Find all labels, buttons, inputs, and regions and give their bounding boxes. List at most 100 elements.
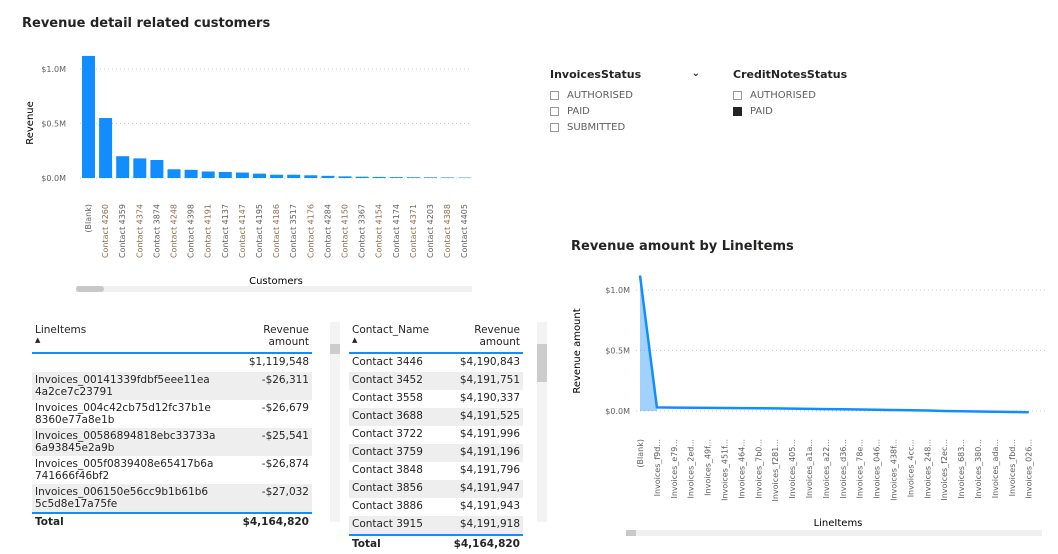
cell: $4,190,843 — [432, 353, 523, 372]
x-tick-label: Contact 4398 — [187, 204, 196, 258]
table-row[interactable]: Invoices_004c42cb75d12fc37b1e 8360e77a8e… — [32, 400, 312, 428]
x-tick-label: Contact 4137 — [221, 204, 230, 258]
x-tick-label: Invoices_464... — [737, 439, 746, 499]
checkbox[interactable] — [550, 91, 559, 100]
table-row[interactable]: Invoices_00141339fdbf5eee11ea 4a2ce7c237… — [32, 372, 312, 400]
table-row[interactable]: Contact 3856$4,191,947 — [349, 480, 523, 498]
cell: $4,191,196 — [432, 444, 523, 462]
x-tick-label: Invoices_2ed... — [687, 439, 696, 499]
table-row[interactable]: Contact 3452$4,191,751 — [349, 372, 523, 390]
option-label: PAID — [750, 106, 773, 117]
slicer-option[interactable]: AUTHORISED — [550, 87, 700, 103]
bar — [116, 156, 129, 178]
header-label: Contact_Name — [352, 324, 429, 336]
cell: Contact 3856 — [349, 480, 432, 498]
x-tick-label: Contact 3874 — [152, 204, 161, 258]
bar — [424, 177, 437, 178]
x-tick-label: Invoices_405... — [788, 439, 797, 499]
bar — [236, 173, 249, 178]
scrollbar-thumb[interactable] — [626, 530, 636, 536]
cell: Contact 3558 — [349, 390, 432, 408]
x-tick-label: Contact 4186 — [272, 204, 281, 258]
chart2-scrollbar[interactable] — [626, 530, 1042, 536]
x-tick-label: Invoices_683... — [957, 439, 966, 499]
cell: Contact 3446 — [349, 353, 432, 372]
bar — [168, 169, 181, 178]
table2-scrollbar[interactable] — [537, 322, 547, 522]
x-tick-label: Invoices_d36... — [839, 439, 848, 499]
x-tick-label: Invoices_a1a... — [805, 439, 814, 498]
x-tick-label: Contact 4371 — [409, 204, 418, 258]
table-row[interactable]: Invoices_00586894818ebc33733a 6a93845e2a… — [32, 428, 312, 456]
bar — [133, 158, 146, 178]
x-tick-label: Invoices_f9d... — [653, 439, 662, 496]
x-tick-label: Invoices_438f... — [890, 439, 899, 501]
bar — [219, 172, 232, 178]
slicer-option[interactable]: PAID — [733, 103, 883, 119]
slicer-option[interactable]: SUBMITTED — [550, 119, 700, 135]
table-row[interactable]: Contact 3722$4,191,996 — [349, 426, 523, 444]
table-row[interactable]: $1,119,548 — [32, 353, 312, 372]
x-tick-label: Invoices_78e... — [856, 439, 865, 499]
cell: Invoices_005f0839408e65417b6a 741666f46b… — [32, 456, 218, 484]
checkbox[interactable] — [550, 107, 559, 116]
total-label: Total — [32, 513, 218, 532]
option-label: AUTHORISED — [567, 90, 633, 101]
x-axis-title: LineItems — [814, 518, 863, 529]
checkbox[interactable] — [733, 91, 742, 100]
table-row[interactable]: Contact 3558$4,190,337 — [349, 390, 523, 408]
scrollbar-thumb[interactable] — [76, 286, 104, 292]
x-tick-label: Contact 4260 — [101, 204, 110, 258]
chart1-scrollbar[interactable] — [76, 286, 472, 292]
table1-scrollbar[interactable] — [330, 322, 340, 522]
x-tick-label: Contact 4195 — [255, 204, 264, 258]
column-header[interactable]: Revenue amount — [432, 320, 523, 353]
checkbox[interactable] — [733, 107, 742, 116]
cell: $4,191,947 — [432, 480, 523, 498]
x-tick-label: Invoices_49f... — [704, 439, 713, 496]
x-tick-label: Invoices_e79... — [670, 439, 679, 499]
checkbox[interactable] — [550, 123, 559, 132]
x-tick-label: Contact 4174 — [392, 204, 401, 258]
table-row[interactable]: Invoices_005f0839408e65417b6a 741666f46b… — [32, 456, 312, 484]
column-header[interactable]: Contact_Name▲ — [349, 320, 432, 353]
slicer-option[interactable]: AUTHORISED — [733, 87, 883, 103]
bar — [321, 176, 334, 178]
x-tick-label: Contact 4147 — [238, 204, 247, 258]
x-tick-label: Contact 4359 — [118, 204, 127, 258]
x-tick-label: Contact 4388 — [443, 204, 452, 258]
x-tick-label: Contact 4154 — [375, 204, 384, 258]
x-tick-label: Invoices_451f... — [721, 439, 730, 501]
x-tick-label: Invoices_248... — [923, 439, 932, 499]
table-row[interactable]: Contact 3848$4,191,796 — [349, 462, 523, 480]
cell: Contact 3848 — [349, 462, 432, 480]
x-tick-label: Invoices_026... — [1025, 439, 1034, 499]
table-row[interactable]: Contact 3759$4,191,196 — [349, 444, 523, 462]
table-row[interactable]: Contact 3446$4,190,843 — [349, 353, 523, 372]
cell: -$26,874 — [218, 456, 312, 484]
table-row[interactable]: Contact 3688$4,191,525 — [349, 408, 523, 426]
x-tick-label: Invoices_ada... — [991, 439, 1000, 498]
total-row: Total$4,164,820 — [349, 535, 523, 554]
chevron-down-icon[interactable]: ⌄ — [692, 68, 700, 81]
x-tick-label: Contact 4284 — [323, 204, 332, 258]
column-header[interactable]: Revenue amount — [218, 320, 312, 353]
total-value: $4,164,820 — [432, 535, 523, 554]
table-row[interactable]: Contact 3915$4,191,918 — [349, 516, 523, 535]
cell: $1,119,548 — [218, 353, 312, 372]
table-row[interactable]: Contact 3886$4,191,943 — [349, 498, 523, 516]
cell: Invoices_004c42cb75d12fc37b1e 8360e77a8e… — [32, 400, 218, 428]
table-row[interactable]: Invoices_006150e56cc9b1b61b6 5c5d8e17a75… — [32, 484, 312, 513]
slicer-option[interactable]: PAID — [550, 103, 700, 119]
x-tick-label: (Blank) — [636, 439, 645, 468]
x-tick-label: Contact 4374 — [135, 204, 144, 258]
column-header[interactable]: LineItems▲ — [32, 320, 218, 353]
total-value: $4,164,820 — [218, 513, 312, 532]
cell: -$27,032 — [218, 484, 312, 513]
cell: Contact 3915 — [349, 516, 432, 535]
x-tick-label: Invoices_f281... — [771, 439, 780, 501]
